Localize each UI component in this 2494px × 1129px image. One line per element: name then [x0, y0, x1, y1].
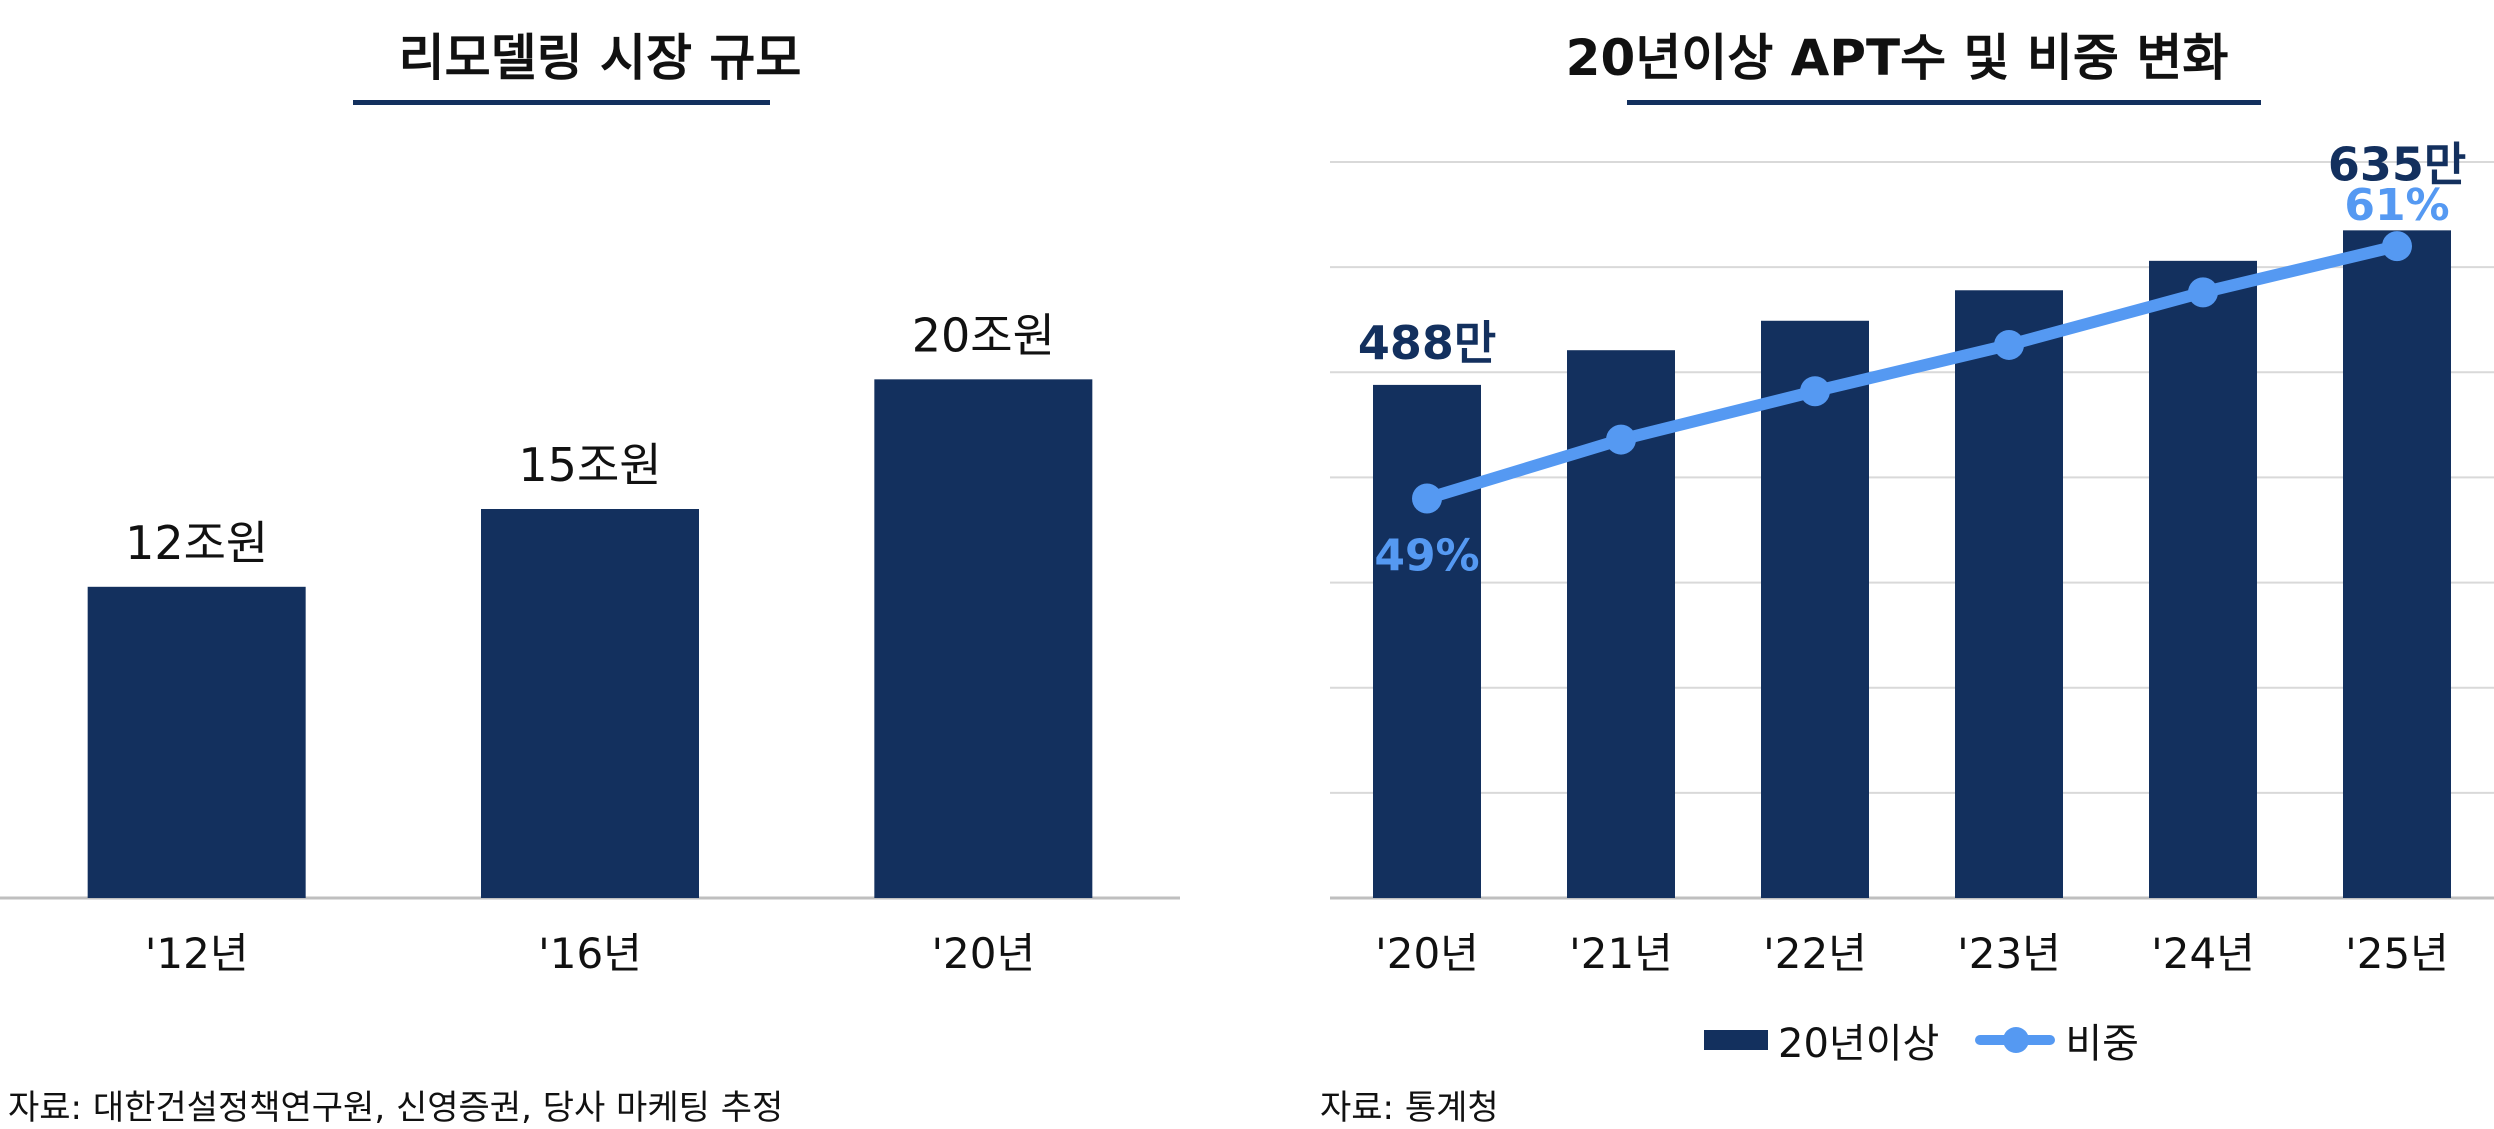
right-chart-title: 20년이상 APT수 및 비중 변화: [1565, 29, 2229, 87]
right-line-point-2: [1800, 376, 1830, 407]
legend-item-line: 비중: [1975, 1011, 2139, 1069]
right-line-value-label-0: 49%: [1374, 530, 1479, 581]
right-line-point-0: [1412, 483, 1442, 514]
left-title-underline: [353, 100, 770, 105]
right-chart-panel: 20년이상 APT수 및 비중 변화 '20년 '21년 '22년 '23년 '24년 '…: [1300, 0, 2494, 1128]
right-line-point-1: [1606, 424, 1636, 455]
right-bar-0: [1373, 384, 1481, 899]
legend-item-bar: 20년이상: [1704, 1011, 1939, 1069]
right-line-point-4: [2188, 277, 2218, 308]
left-chart-title: 리모델링 시장 규모: [398, 29, 802, 87]
right-line-point-5: [2382, 231, 2412, 262]
right-source-note: 자료: 통계청: [1320, 1088, 1499, 1128]
right-combo-chart: '20년 '21년 '22년 '23년 '24년 '25년 488만 635만 49% 61%: [1330, 137, 2494, 978]
right-x-tick-label-0: '20년: [1375, 929, 1479, 978]
right-x-tick-label-1: '21년: [1569, 929, 1673, 978]
right-x-tick-label-2: '22년: [1763, 929, 1867, 978]
legend-bar-swatch: [1704, 1030, 1768, 1050]
left-x-tick-label-1: '16년: [538, 929, 642, 978]
right-x-tick-label-4: '24년: [2151, 929, 2255, 978]
right-x-tick-label-3: '23년: [1957, 929, 2061, 978]
left-bar-value-label-2: 20조원: [912, 308, 1055, 362]
right-legend: 20년이상 비중: [1704, 1010, 2175, 1070]
right-title-underline: [1627, 100, 2261, 105]
left-bar-1: [481, 509, 699, 898]
left-bar-chart: 12조원 '12년 15조원 '16년 20조원 '20년: [0, 308, 1180, 978]
right-bar-5: [2343, 230, 2451, 899]
legend-line-label: 비중: [2065, 1021, 2139, 1067]
left-source-note: 자료: 대한건설정책연구원, 신영증권, 당사 마케팅 추정: [8, 1088, 784, 1128]
left-x-tick-label-0: '12년: [145, 929, 249, 978]
right-line-series-bizhong: [1421, 240, 2403, 505]
left-bar-value-label-0: 12조원: [125, 516, 268, 570]
right-bar-4: [2149, 260, 2257, 898]
left-x-tick-label-2: '20년: [932, 929, 1036, 978]
right-bar-2: [1761, 320, 1869, 898]
right-line-value-label-5: 61%: [2344, 180, 2449, 231]
left-bar-value-label-1: 15조원: [518, 438, 661, 492]
left-chart-panel: 리모델링 시장 규모 12조원 '12년 15조원 '16년 20조원 '20년 자료: …: [0, 0, 1200, 1128]
right-bar-3: [1955, 290, 2063, 898]
legend-line-swatch: [1975, 1027, 2056, 1053]
left-bar-2: [874, 379, 1093, 898]
left-bar-0: [87, 586, 306, 898]
right-bar-value-label-0: 488만: [1358, 316, 1496, 370]
right-line-point-3: [1994, 329, 2024, 360]
right-bar-value-label-5: 635만: [2328, 137, 2466, 191]
legend-bar-label: 20년이상: [1778, 1021, 1940, 1067]
right-x-tick-label-5: '25년: [2345, 929, 2449, 978]
